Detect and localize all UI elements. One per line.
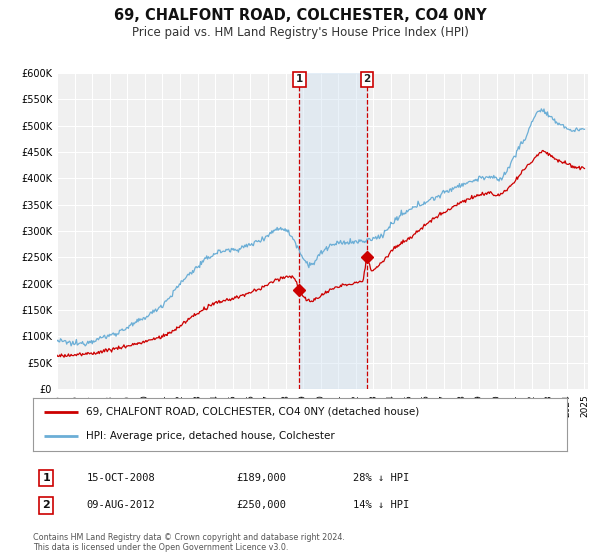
Text: £250,000: £250,000: [236, 501, 286, 510]
Text: Contains HM Land Registry data © Crown copyright and database right 2024.
This d: Contains HM Land Registry data © Crown c…: [33, 533, 345, 552]
Text: 1: 1: [296, 74, 303, 85]
Bar: [299, 73, 367, 389]
Text: 09-AUG-2012: 09-AUG-2012: [86, 501, 155, 510]
Text: 69, CHALFONT ROAD, COLCHESTER, CO4 0NY (detached house): 69, CHALFONT ROAD, COLCHESTER, CO4 0NY (…: [86, 407, 419, 417]
Text: HPI: Average price, detached house, Colchester: HPI: Average price, detached house, Colc…: [86, 431, 335, 441]
Text: 69, CHALFONT ROAD, COLCHESTER, CO4 0NY: 69, CHALFONT ROAD, COLCHESTER, CO4 0NY: [113, 8, 487, 24]
Text: 1: 1: [43, 473, 50, 483]
Text: 2: 2: [43, 501, 50, 510]
Text: 15-OCT-2008: 15-OCT-2008: [86, 473, 155, 483]
Text: £189,000: £189,000: [236, 473, 286, 483]
Text: 14% ↓ HPI: 14% ↓ HPI: [353, 501, 410, 510]
Text: 28% ↓ HPI: 28% ↓ HPI: [353, 473, 410, 483]
Text: 2: 2: [363, 74, 370, 85]
Text: Price paid vs. HM Land Registry's House Price Index (HPI): Price paid vs. HM Land Registry's House …: [131, 26, 469, 39]
